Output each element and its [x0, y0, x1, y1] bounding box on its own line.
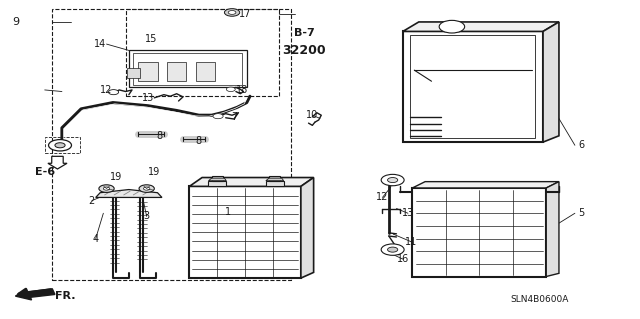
- Bar: [138, 62, 157, 81]
- Bar: [412, 188, 546, 277]
- Text: B-7: B-7: [294, 28, 314, 38]
- Polygon shape: [301, 178, 314, 278]
- FancyArrow shape: [48, 156, 67, 169]
- Circle shape: [55, 143, 65, 148]
- Text: 4: 4: [93, 234, 99, 243]
- Text: 18: 18: [236, 85, 248, 95]
- Polygon shape: [403, 22, 559, 32]
- Circle shape: [381, 244, 404, 255]
- Text: 6: 6: [578, 140, 584, 150]
- Text: 15: 15: [145, 34, 157, 44]
- Text: 12: 12: [100, 85, 113, 95]
- Polygon shape: [209, 178, 227, 181]
- Circle shape: [388, 247, 397, 252]
- Text: 17: 17: [239, 9, 251, 19]
- Circle shape: [381, 174, 404, 186]
- Bar: [127, 69, 140, 78]
- Text: 14: 14: [94, 39, 106, 49]
- Circle shape: [213, 114, 223, 119]
- Bar: [266, 181, 284, 186]
- Circle shape: [227, 87, 236, 92]
- Polygon shape: [543, 22, 559, 142]
- Circle shape: [228, 11, 236, 14]
- Circle shape: [225, 9, 240, 16]
- Bar: [125, 9, 278, 96]
- Text: 8: 8: [196, 136, 202, 145]
- Bar: [52, 9, 291, 280]
- Bar: [403, 32, 543, 142]
- Text: SLN4B0600A: SLN4B0600A: [511, 295, 569, 304]
- Text: 13: 13: [402, 208, 414, 218]
- Polygon shape: [266, 178, 284, 181]
- Polygon shape: [189, 178, 314, 186]
- Bar: [189, 186, 301, 278]
- Bar: [167, 62, 186, 81]
- Circle shape: [388, 178, 397, 182]
- Polygon shape: [96, 189, 162, 197]
- Text: 9: 9: [12, 17, 19, 27]
- Text: 13: 13: [142, 93, 154, 103]
- Bar: [45, 137, 80, 153]
- Text: 19: 19: [148, 167, 161, 177]
- Text: 3: 3: [143, 211, 150, 221]
- Bar: [269, 176, 280, 181]
- Bar: [410, 35, 536, 138]
- Circle shape: [49, 140, 72, 151]
- Text: 16: 16: [397, 254, 409, 264]
- Bar: [209, 181, 227, 186]
- Text: E-6: E-6: [35, 167, 55, 177]
- Circle shape: [103, 187, 109, 190]
- Text: 5: 5: [578, 208, 584, 218]
- Bar: [129, 50, 246, 87]
- Text: 11: 11: [405, 237, 417, 247]
- Polygon shape: [412, 182, 559, 188]
- Bar: [196, 62, 215, 81]
- Circle shape: [439, 20, 465, 33]
- Text: FR.: FR.: [55, 291, 76, 301]
- Bar: [133, 53, 242, 85]
- Circle shape: [143, 187, 150, 190]
- Bar: [212, 176, 223, 181]
- Circle shape: [139, 185, 154, 192]
- Circle shape: [108, 90, 118, 95]
- Circle shape: [99, 185, 114, 192]
- Text: 19: 19: [110, 172, 122, 182]
- Text: 32200: 32200: [282, 44, 326, 57]
- Text: 10: 10: [306, 110, 319, 120]
- Text: 7: 7: [231, 112, 237, 122]
- Polygon shape: [546, 182, 559, 277]
- Text: 8: 8: [156, 131, 163, 141]
- Text: 2: 2: [89, 196, 95, 206]
- Text: 1: 1: [225, 207, 230, 217]
- Text: 12: 12: [376, 192, 388, 203]
- FancyArrow shape: [15, 289, 55, 300]
